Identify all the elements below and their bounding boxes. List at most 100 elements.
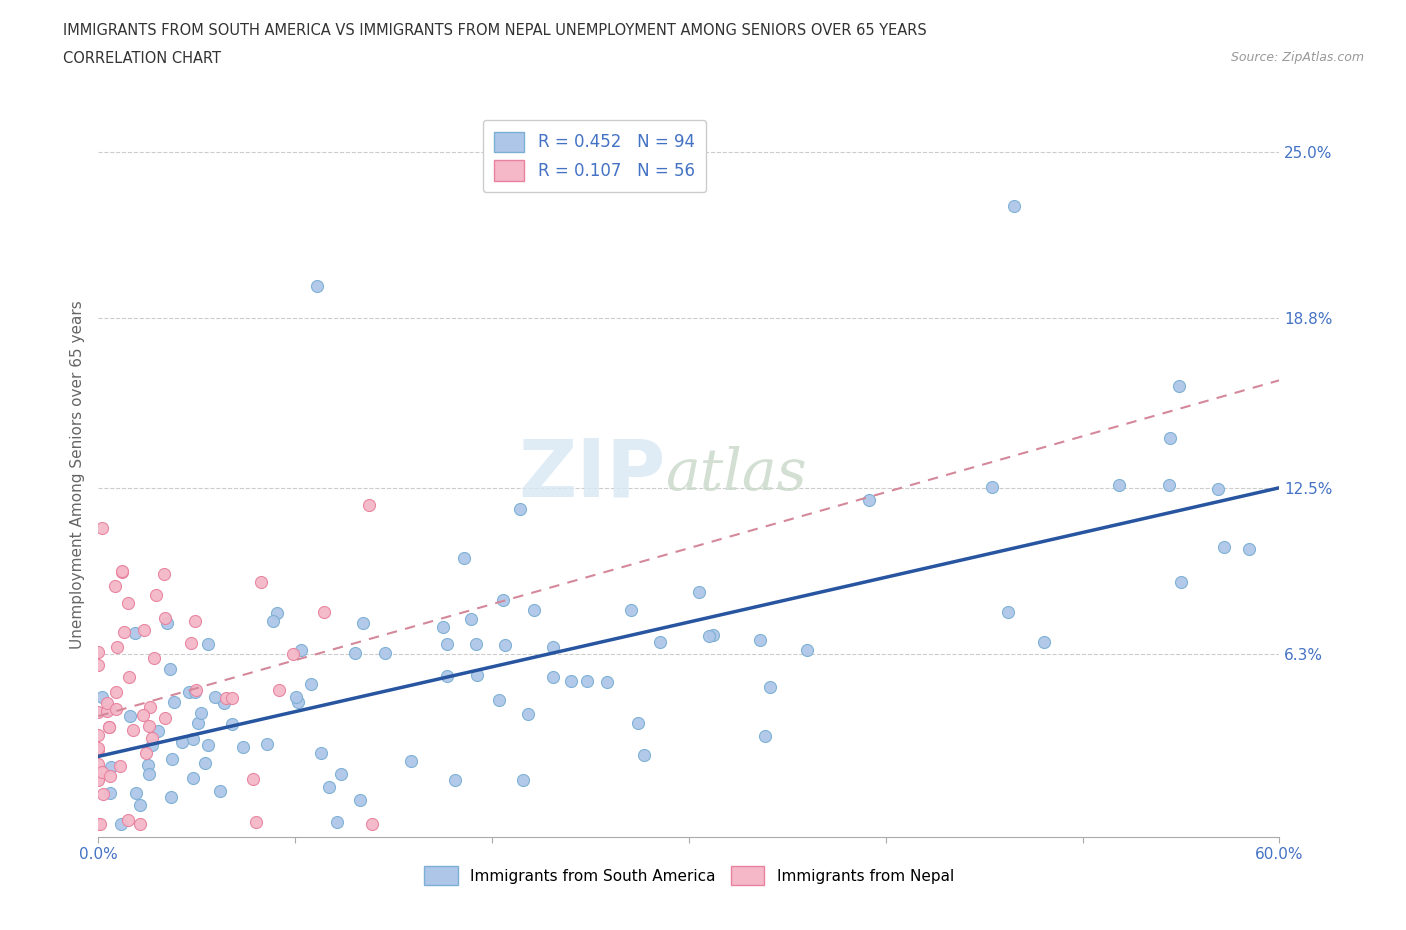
Point bbox=[702, 628, 724, 643]
Point bbox=[87, 658, 110, 672]
Point bbox=[128, 817, 150, 831]
Point bbox=[329, 766, 352, 781]
Point bbox=[318, 779, 340, 794]
Point bbox=[153, 711, 176, 725]
Point bbox=[117, 596, 139, 611]
Point bbox=[125, 786, 148, 801]
Point bbox=[250, 575, 273, 590]
Point bbox=[87, 756, 110, 771]
Point bbox=[1002, 198, 1025, 213]
Point bbox=[512, 773, 534, 788]
Point bbox=[492, 592, 515, 607]
Point bbox=[197, 737, 219, 752]
Point bbox=[108, 758, 131, 773]
Text: ZIP: ZIP bbox=[517, 435, 665, 513]
Text: Source: ZipAtlas.com: Source: ZipAtlas.com bbox=[1230, 51, 1364, 64]
Point bbox=[436, 636, 458, 651]
Point bbox=[128, 798, 150, 813]
Point bbox=[432, 619, 454, 634]
Point bbox=[516, 707, 538, 722]
Point bbox=[399, 753, 422, 768]
Point bbox=[163, 695, 186, 710]
Point bbox=[312, 604, 335, 619]
Point bbox=[620, 603, 643, 618]
Point bbox=[180, 635, 202, 650]
Point bbox=[194, 755, 217, 770]
Point bbox=[87, 770, 110, 785]
Point bbox=[754, 728, 776, 743]
Point bbox=[980, 480, 1002, 495]
Point bbox=[997, 604, 1019, 619]
Point bbox=[91, 787, 114, 802]
Point bbox=[186, 683, 208, 698]
Point bbox=[111, 564, 134, 578]
Point bbox=[172, 735, 194, 750]
Point bbox=[89, 817, 111, 831]
Point bbox=[98, 786, 121, 801]
Point bbox=[1168, 379, 1191, 393]
Point bbox=[139, 699, 162, 714]
Point bbox=[91, 690, 114, 705]
Point bbox=[98, 768, 121, 783]
Point bbox=[141, 737, 163, 752]
Point bbox=[560, 673, 582, 688]
Point bbox=[1239, 541, 1261, 556]
Point bbox=[596, 674, 619, 689]
Point bbox=[121, 723, 143, 737]
Point bbox=[96, 696, 118, 711]
Point bbox=[183, 614, 205, 629]
Point bbox=[124, 625, 146, 640]
Point bbox=[232, 739, 254, 754]
Point bbox=[112, 624, 135, 639]
Point bbox=[100, 759, 122, 774]
Point bbox=[453, 551, 475, 565]
Point bbox=[179, 684, 201, 699]
Point bbox=[156, 616, 179, 631]
Point bbox=[87, 817, 110, 831]
Point bbox=[759, 680, 782, 695]
Point bbox=[352, 616, 374, 631]
Point bbox=[215, 690, 238, 705]
Point bbox=[465, 637, 488, 652]
Point bbox=[281, 647, 304, 662]
Point bbox=[187, 716, 209, 731]
Point bbox=[284, 690, 307, 705]
Point bbox=[110, 817, 132, 831]
Point bbox=[326, 814, 349, 829]
Point bbox=[749, 633, 772, 648]
Point bbox=[543, 640, 565, 655]
Text: IMMIGRANTS FROM SOUTH AMERICA VS IMMIGRANTS FROM NEPAL UNEMPLOYMENT AMONG SENIOR: IMMIGRANTS FROM SOUTH AMERICA VS IMMIGRA… bbox=[63, 23, 927, 38]
Point bbox=[374, 645, 396, 660]
Point bbox=[87, 727, 110, 742]
Point bbox=[136, 758, 159, 773]
Point bbox=[98, 701, 121, 716]
Point bbox=[145, 588, 167, 603]
Point bbox=[1170, 575, 1192, 590]
Point bbox=[105, 640, 128, 655]
Point bbox=[359, 498, 381, 512]
Point bbox=[118, 709, 141, 724]
Point bbox=[262, 614, 284, 629]
Point bbox=[699, 629, 721, 644]
Point bbox=[523, 603, 546, 618]
Point bbox=[98, 720, 121, 735]
Point bbox=[221, 691, 243, 706]
Point bbox=[541, 670, 564, 684]
Point bbox=[96, 704, 118, 719]
Point bbox=[110, 565, 132, 580]
Point bbox=[204, 690, 226, 705]
Point bbox=[494, 637, 516, 652]
Point bbox=[796, 643, 818, 658]
Point bbox=[141, 731, 163, 746]
Point bbox=[87, 644, 110, 659]
Legend: Immigrants from South America, Immigrants from Nepal: Immigrants from South America, Immigrant… bbox=[418, 860, 960, 891]
Point bbox=[197, 637, 219, 652]
Point bbox=[575, 673, 598, 688]
Point bbox=[290, 643, 312, 658]
Point bbox=[190, 706, 212, 721]
Point bbox=[87, 772, 110, 787]
Point bbox=[299, 676, 322, 691]
Point bbox=[104, 684, 127, 699]
Point bbox=[103, 578, 125, 593]
Point bbox=[465, 668, 488, 683]
